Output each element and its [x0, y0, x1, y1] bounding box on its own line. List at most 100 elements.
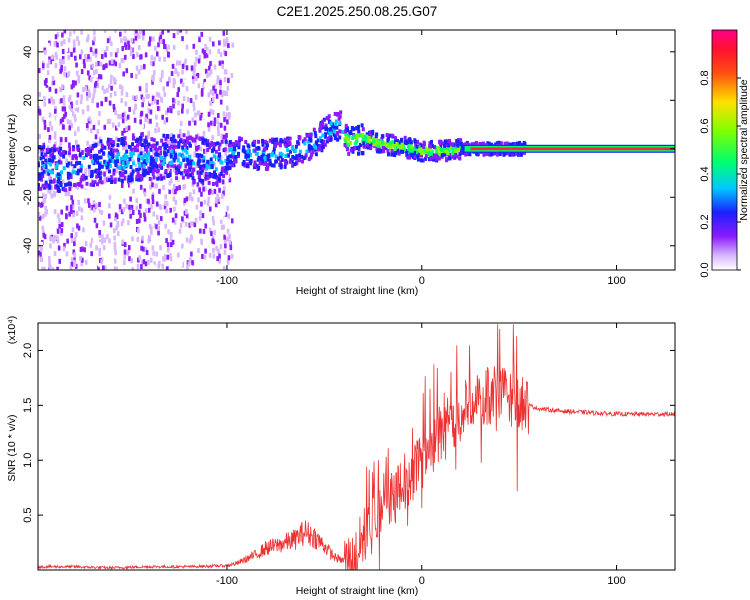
heatmap-cell [410, 147, 414, 152]
heatmap-cell [406, 143, 410, 148]
heatmap-cell [448, 156, 452, 161]
heatmap-cell [48, 169, 52, 174]
heatmap-cell [234, 159, 238, 164]
heatmap-cell [148, 235, 151, 241]
heatmap-cell [279, 138, 283, 143]
heatmap-cell [93, 217, 97, 223]
heatmap-cell [198, 215, 202, 221]
heatmap-cell [88, 75, 91, 81]
heatmap-cell [451, 154, 455, 159]
heatmap-cell [54, 105, 57, 111]
heatmap-cell [98, 229, 101, 235]
heatmap-cell [108, 118, 112, 124]
heatmap-cell [51, 267, 55, 270]
heatmap-cell [100, 143, 104, 148]
heatmap-cell [79, 246, 83, 252]
heatmap-cell [63, 65, 67, 71]
heatmap-cell [225, 132, 228, 138]
heatmap-cell [144, 40, 147, 46]
heatmap-cell [151, 172, 155, 177]
heatmap-cell [183, 197, 187, 203]
heatmap-cell [194, 141, 198, 147]
heatmap-cell [118, 207, 122, 213]
heatmap-cell [45, 209, 49, 215]
heatmap-cell [64, 137, 68, 143]
heatmap-cell [163, 254, 167, 260]
heatmap-cell [268, 138, 272, 143]
heatmap-cell [123, 160, 127, 165]
x-tick-label: -100 [216, 575, 238, 587]
heatmap-cell [111, 153, 115, 158]
heatmap-cell [374, 140, 378, 145]
heatmap-cell [168, 173, 172, 178]
heatmap-cell [84, 207, 88, 213]
heatmap-cell [177, 141, 181, 146]
heatmap-cell [120, 156, 124, 161]
heatmap-cell [357, 129, 361, 134]
heatmap-cell [105, 63, 108, 69]
heatmap-cell [185, 65, 189, 71]
heatmap-cell [93, 180, 97, 185]
heatmap-cell [136, 52, 139, 58]
heatmap-cell [212, 154, 216, 159]
heatmap-cell [451, 142, 455, 147]
heatmap-cell [42, 155, 46, 160]
heatmap-cell [329, 137, 333, 142]
heatmap-cell [135, 65, 139, 71]
heatmap-cell [232, 158, 236, 163]
heatmap-cell [144, 247, 148, 253]
heatmap-cell [56, 32, 60, 38]
heatmap-cell [405, 153, 409, 158]
heatmap-cell [65, 46, 69, 52]
heatmap-cell [181, 154, 185, 159]
heatmap-cell [61, 106, 65, 112]
heatmap-cell [265, 143, 269, 148]
heatmap-cell [165, 117, 169, 123]
y-tick-label: 20 [22, 94, 34, 106]
heatmap-cell [159, 77, 163, 83]
x-tick-label: 100 [607, 275, 625, 287]
heatmap-cell [444, 146, 448, 151]
heatmap-cell [165, 133, 169, 138]
heatmap-cell [152, 138, 156, 143]
heatmap-cell [429, 151, 433, 156]
heatmap-cell [86, 56, 89, 62]
heatmap-cell [53, 192, 57, 198]
heatmap-cell [75, 100, 79, 106]
heatmap-cell [114, 216, 117, 222]
heatmap-cell [227, 255, 231, 261]
heatmap-cell [173, 219, 177, 225]
heatmap-cell [50, 170, 54, 175]
heatmap-cell [224, 165, 228, 170]
heatmap-cell [128, 207, 132, 213]
heatmap-cell [224, 115, 228, 121]
heatmap-cell [73, 114, 76, 120]
heatmap-cell [170, 212, 174, 218]
heatmap-cell [200, 112, 204, 118]
heatmap-cell [70, 233, 74, 239]
heatmap-cell [170, 232, 173, 238]
heatmap-cell [284, 141, 288, 146]
heatmap-cell [152, 250, 155, 256]
heatmap-cell [140, 54, 143, 60]
heatmap-cell [182, 157, 186, 162]
heatmap-cell [124, 88, 128, 94]
heatmap-cell [185, 30, 188, 34]
heatmap-cell [73, 164, 77, 169]
heatmap-cell [190, 171, 194, 176]
heatmap-cell [433, 145, 437, 150]
heatmap-cell [440, 147, 444, 152]
heatmap-cell [209, 69, 213, 75]
heatmap-cell [177, 144, 181, 149]
heatmap-cell [443, 152, 447, 157]
heatmap-cell [442, 149, 446, 154]
heatmap-cell [253, 139, 257, 144]
heatmap-cell [81, 257, 84, 263]
heatmap-cell [123, 249, 127, 255]
heatmap-cell [48, 255, 51, 261]
heatmap-cells [38, 30, 675, 270]
heatmap-cell [112, 171, 116, 176]
heatmap-cell [204, 223, 208, 229]
heatmap-cell [155, 114, 158, 120]
heatmap-cell [116, 159, 120, 164]
